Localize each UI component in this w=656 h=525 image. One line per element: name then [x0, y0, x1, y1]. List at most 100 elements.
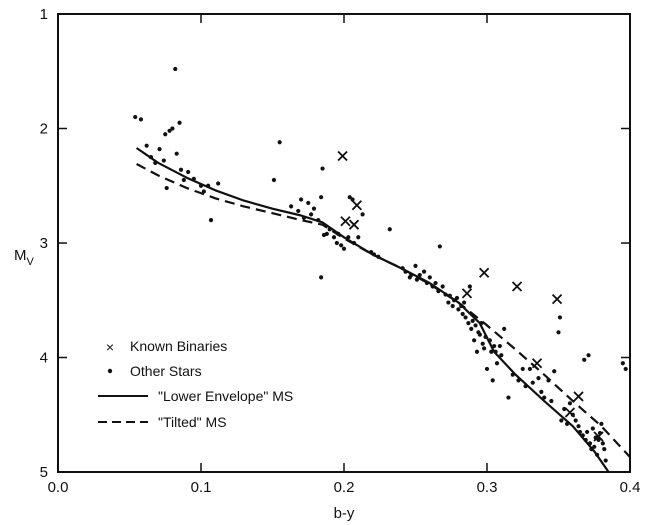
other-star-point: [173, 66, 178, 72]
binary-point: [479, 267, 490, 278]
other-star-point: [421, 269, 427, 274]
other-star-point: [339, 243, 344, 248]
other-star-point: [585, 429, 590, 435]
other-star-point: [520, 366, 525, 372]
other-star-point: [502, 326, 507, 331]
other-star-point: [469, 326, 474, 331]
other-star-point: [446, 300, 451, 305]
binary-point: [351, 200, 363, 211]
legend-label-tilted: "Tilted" MS: [158, 414, 227, 430]
other-star-point: [161, 158, 166, 163]
other-star-point: [198, 183, 204, 188]
other-star-point: [174, 151, 179, 156]
other-star-point: [163, 132, 168, 137]
other-star-point: [490, 378, 495, 383]
other-star-point: [277, 140, 282, 145]
other-star-point: [463, 315, 468, 320]
other-star-point: [623, 366, 628, 372]
other-star-point: [170, 126, 175, 131]
y-axis-label-sub: V: [27, 256, 35, 268]
binary-point: [573, 391, 584, 402]
other-star-point: [327, 227, 332, 232]
y-axis-label: MV: [14, 247, 35, 268]
other-star-point: [546, 378, 551, 383]
x-tick-label: 0.3: [477, 479, 498, 496]
tilted-ms-line: [136, 163, 631, 458]
other-star-point: [593, 435, 598, 440]
binary-point: [531, 358, 543, 369]
other-star-point: [164, 185, 169, 191]
other-star-point: [570, 412, 575, 417]
other-star-point: [596, 437, 601, 443]
other-star-point: [133, 114, 138, 120]
other-star-point: [178, 167, 184, 172]
other-star-point: [564, 421, 570, 427]
binary-point: [511, 281, 523, 292]
y-tick-label: 1: [40, 6, 48, 23]
other-star-point: [576, 424, 581, 429]
other-star-point: [595, 452, 600, 457]
other-star-point: [589, 447, 594, 452]
x-tick-label: 0.0: [48, 479, 69, 496]
other-star-point: [433, 280, 438, 286]
legend-marker-other: [107, 368, 113, 374]
other-star-point: [371, 252, 377, 257]
other-star-point: [580, 433, 585, 438]
other-star-point: [492, 343, 497, 349]
other-star-point: [334, 240, 339, 246]
legend-label-lower-envelope: "Lower Envelope" MS: [158, 388, 293, 404]
other-star-point: [417, 272, 422, 278]
other-star-point: [208, 218, 214, 223]
binary-point: [348, 219, 360, 230]
other-star-point: [319, 275, 324, 280]
other-star-point: [167, 128, 172, 133]
other-star-point: [549, 398, 554, 404]
other-star-point: [559, 418, 564, 423]
other-star-point: [181, 177, 186, 183]
other-star-point: [552, 369, 557, 374]
other-star-point: [440, 284, 445, 289]
other-star-point: [474, 349, 480, 354]
other-star-point: [460, 311, 465, 317]
other-star-point: [450, 303, 455, 309]
other-star-point: [288, 204, 294, 209]
data-points: [133, 66, 628, 463]
other-star-point: [347, 195, 352, 200]
ms-lines: [135, 147, 631, 473]
other-star-point: [539, 389, 544, 394]
other-star-point: [177, 120, 182, 125]
other-star-point: [480, 341, 485, 346]
other-star-point: [271, 177, 277, 183]
other-star-point: [536, 376, 541, 381]
other-star-point: [191, 176, 196, 181]
other-star-point: [309, 212, 314, 217]
other-star-point: [456, 307, 461, 312]
y-tick-label: 4: [40, 350, 48, 367]
other-star-point: [427, 275, 432, 280]
other-star-point: [336, 231, 341, 236]
other-star-point: [454, 295, 460, 301]
other-star-point: [586, 353, 591, 358]
other-star-point: [599, 421, 604, 427]
other-star-point: [487, 338, 492, 343]
other-star-point: [452, 298, 457, 303]
other-star-point: [320, 166, 325, 171]
other-star-point: [430, 284, 435, 289]
other-star-point: [557, 315, 563, 320]
other-star-point: [556, 330, 561, 335]
other-star-point: [148, 155, 154, 160]
other-star-point: [459, 303, 464, 309]
other-star-point: [414, 277, 420, 282]
other-star-point: [301, 215, 307, 220]
legend-label-other: Other Stars: [130, 363, 202, 379]
binary-point: [337, 150, 348, 162]
other-star-point: [462, 300, 467, 305]
other-star-point: [356, 235, 361, 240]
other-star-point: [600, 441, 605, 446]
y-tick-label: 3: [40, 235, 48, 252]
other-star-point: [376, 254, 381, 259]
other-star-point: [443, 292, 448, 297]
other-star-point: [494, 361, 500, 366]
other-star-point: [351, 240, 357, 246]
